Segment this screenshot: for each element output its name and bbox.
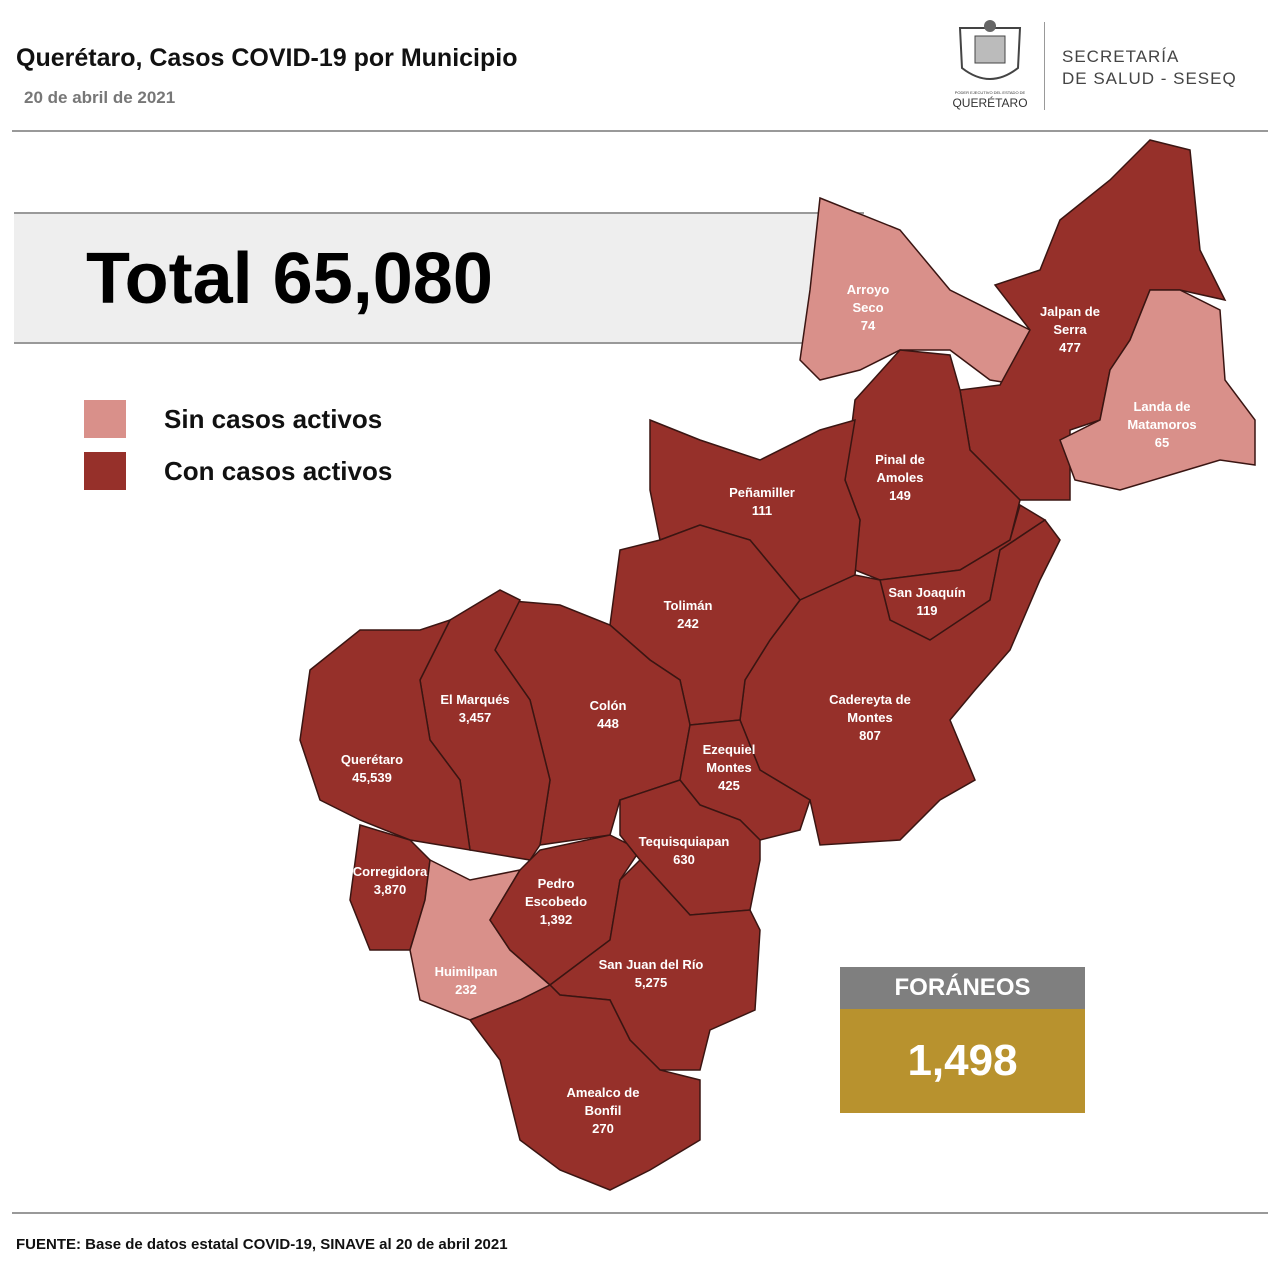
municipality-name: Peñamiller	[729, 485, 795, 500]
municipality-name: Cadereyta de Montes	[829, 692, 911, 725]
municipality-name: El Marqués	[440, 692, 510, 707]
municipality-label: Jalpan de Serra 477	[1030, 303, 1110, 357]
municipality-cases: 425	[718, 778, 740, 793]
municipality-label: Tolimán 242	[648, 597, 728, 633]
municipality-name: Pinal de Amoles	[875, 452, 925, 485]
municipality-name: Querétaro	[340, 752, 404, 767]
municipality	[959, 139, 1227, 501]
municipality-cases: 45,539	[352, 770, 392, 785]
municipality	[1059, 289, 1256, 491]
title: Querétaro, Casos COVID-19 por Municipio	[16, 44, 518, 72]
date: 20 de abril de 2021	[24, 88, 176, 107]
foraneos-value: 1,498	[840, 1009, 1085, 1113]
municipality-name: Huimilpan	[434, 964, 498, 979]
municipality-cases: 65	[1154, 435, 1170, 450]
municipality-name: Landa de Matamoros	[1127, 399, 1197, 432]
municipality-label: San Juan del Río 5,275	[581, 956, 721, 992]
municipality-cases: 270	[592, 1121, 614, 1136]
municipality-cases: 232	[455, 982, 477, 997]
source: FUENTE: Base de datos estatal COVID-19, …	[16, 1236, 508, 1253]
municipality-cases: 119	[916, 603, 938, 618]
municipality-label: Ezequiel Montes 425	[689, 741, 769, 795]
municipality	[468, 984, 701, 1191]
municipality-name: San Juan del Río	[598, 957, 704, 972]
municipality-cases: 477	[1059, 340, 1081, 355]
municipality-name: Jalpan de Serra	[1040, 304, 1100, 337]
municipality	[619, 779, 761, 916]
municipality-cases: 630	[673, 852, 695, 867]
municipality-label: Amealco de Bonfil 270	[553, 1084, 653, 1138]
municipality-cases: 149	[889, 488, 911, 503]
municipality-cases: 242	[677, 616, 699, 631]
municipality-cases: 5,275	[634, 975, 668, 990]
municipality-cases: 1,392	[539, 912, 573, 927]
municipality-label: Pedro Escobedo 1,392	[516, 875, 596, 929]
org-line: SECRETARÍA	[1062, 47, 1180, 66]
rule	[12, 1212, 1268, 1214]
municipality-cases: 448	[597, 716, 619, 731]
municipality-label: Peñamiller 111	[717, 484, 807, 520]
total-band	[14, 212, 864, 344]
source-label: FUENTE:	[16, 1236, 81, 1253]
org-line: DE SALUD - SESEQ	[1062, 69, 1237, 88]
source-text: Base de datos estatal COVID-19, SINAVE a…	[85, 1236, 508, 1253]
municipality-label: Pinal de Amoles 149	[865, 451, 935, 505]
legend-swatch	[84, 400, 126, 438]
municipality-cases: 807	[859, 728, 881, 743]
logo-small-text: PODER EJECUTIVO DEL ESTADO DE	[954, 90, 1026, 95]
legend-label: Con casos activos	[164, 456, 393, 486]
municipality-name: Ezequiel Montes	[702, 742, 756, 775]
legend-label: Sin casos activos	[164, 404, 383, 434]
total: Total 65,080	[86, 239, 493, 319]
municipality-label: Tequisquiapan 630	[624, 833, 744, 869]
divider	[1044, 22, 1045, 110]
municipality-label: San Joaquín 119	[872, 584, 982, 620]
municipality-label: Corregidora 3,870	[345, 863, 435, 899]
municipality-name: Corregidora	[352, 864, 428, 879]
municipality-label: Arroyo Seco 74	[833, 281, 903, 335]
municipality-name: Tolimán	[663, 598, 713, 613]
municipality-cases: 3,457	[458, 710, 492, 725]
municipality	[299, 618, 471, 851]
municipality-label: Querétaro 45,539	[327, 751, 417, 787]
municipality-name: Arroyo Seco	[846, 282, 890, 315]
municipality-cases: 3,870	[373, 882, 407, 897]
municipality-name: Colón	[589, 698, 627, 713]
municipality	[799, 196, 1031, 386]
logo-name: QUERÉTARO	[952, 96, 1028, 110]
municipality-label: Colón 448	[578, 697, 638, 733]
municipality-label: Cadereyta de Montes 807	[815, 691, 925, 745]
municipality-label: El Marqués 3,457	[420, 691, 530, 727]
municipality-label: Landa de Matamoros 65	[1117, 398, 1207, 452]
municipality-cases: 74	[860, 318, 876, 333]
rule	[12, 130, 1268, 132]
municipality-name: San Joaquín	[888, 585, 966, 600]
logo	[958, 20, 1022, 80]
municipality-name: Tequisquiapan	[638, 834, 730, 849]
legend-swatch	[84, 452, 126, 490]
municipality-label: Huimilpan 232	[421, 963, 511, 999]
municipality-name: Amealco de Bonfil	[566, 1085, 640, 1118]
municipality-name: Pedro Escobedo	[524, 876, 588, 909]
foraneos-label: FORÁNEOS	[840, 967, 1085, 1009]
municipality-cases: 111	[751, 503, 773, 518]
